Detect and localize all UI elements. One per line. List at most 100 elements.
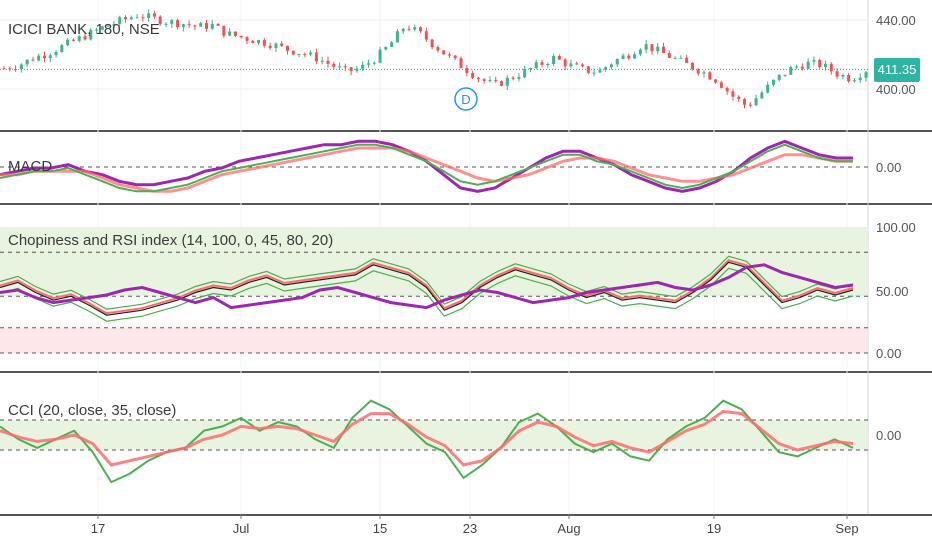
candle-down[interactable]	[123, 17, 127, 20]
candle-down[interactable]	[442, 50, 446, 55]
candle-up[interactable]	[673, 57, 677, 59]
candle-down[interactable]	[14, 69, 18, 71]
candle-down[interactable]	[725, 87, 729, 92]
candle-up[interactable]	[320, 60, 324, 62]
candle-up[interactable]	[546, 64, 550, 66]
candle-up[interactable]	[824, 63, 828, 67]
candle-down[interactable]	[511, 77, 515, 79]
candle-down[interactable]	[251, 40, 255, 43]
candle-down[interactable]	[743, 98, 747, 105]
candle-up[interactable]	[361, 64, 365, 69]
candle-up[interactable]	[777, 74, 781, 80]
candle-up[interactable]	[181, 24, 185, 28]
candle-up[interactable]	[656, 46, 660, 52]
candle-up[interactable]	[257, 40, 261, 43]
candle-down[interactable]	[8, 68, 12, 70]
candle-up[interactable]	[534, 62, 538, 69]
candle-up[interactable]	[147, 13, 151, 18]
candle-down[interactable]	[204, 23, 208, 29]
candle-down[interactable]	[465, 68, 469, 73]
candle-up[interactable]	[488, 80, 492, 82]
macd-series-macd[interactable]	[0, 143, 853, 193]
candle-down[interactable]	[233, 31, 237, 36]
candle-up[interactable]	[66, 39, 70, 46]
candle-up[interactable]	[517, 77, 521, 79]
candle-down[interactable]	[690, 62, 694, 70]
candle-up[interactable]	[633, 54, 637, 59]
candle-down[interactable]	[453, 55, 457, 59]
pane-divider-1[interactable]	[0, 130, 932, 132]
candle-down[interactable]	[650, 44, 654, 52]
candle-down[interactable]	[459, 58, 463, 69]
candle-up[interactable]	[118, 17, 122, 24]
candle-down[interactable]	[280, 43, 284, 46]
candle-down[interactable]	[494, 80, 498, 82]
candle-down[interactable]	[314, 52, 318, 62]
choppiness-line[interactable]	[0, 263, 854, 310]
candle-down[interactable]	[500, 81, 504, 86]
candle-up[interactable]	[309, 52, 313, 55]
candle-down[interactable]	[662, 46, 666, 54]
candle-up[interactable]	[754, 98, 758, 106]
candle-down[interactable]	[187, 24, 191, 26]
candle-down[interactable]	[430, 39, 434, 48]
candle-down[interactable]	[667, 53, 671, 58]
candle-up[interactable]	[372, 62, 376, 64]
candle-down[interactable]	[581, 64, 585, 67]
candle-down[interactable]	[829, 63, 833, 72]
candle-up[interactable]	[170, 20, 174, 24]
candle-up[interactable]	[129, 17, 133, 20]
candle-up[interactable]	[378, 49, 382, 63]
candle-up[interactable]	[598, 69, 602, 73]
candle-down[interactable]	[158, 16, 162, 25]
candle-down[interactable]	[176, 20, 180, 28]
candle-down[interactable]	[262, 40, 266, 46]
candle-down[interactable]	[783, 74, 787, 76]
candle-down[interactable]	[83, 36, 87, 40]
candle-down[interactable]	[476, 77, 480, 80]
candle-up[interactable]	[390, 42, 394, 47]
candle-up[interactable]	[366, 63, 370, 65]
candle-up[interactable]	[621, 55, 625, 59]
candle-down[interactable]	[586, 66, 590, 73]
cci-legend[interactable]: CCI (20, close, 35, close)	[8, 402, 177, 419]
candle-up[interactable]	[25, 59, 29, 65]
candle-up[interactable]	[77, 36, 81, 41]
dividend-marker[interactable]	[454, 87, 478, 111]
chop-rsi-legend[interactable]: Chopiness and RSI index (14, 100, 0, 45,…	[8, 232, 334, 249]
candle-down[interactable]	[708, 72, 712, 80]
candle-down[interactable]	[31, 59, 35, 61]
candle-up[interactable]	[592, 72, 596, 74]
candle-up[interactable]	[806, 61, 810, 69]
candle-down[interactable]	[731, 91, 735, 97]
candle-up[interactable]	[523, 69, 527, 78]
candle-down[interactable]	[800, 66, 804, 69]
candle-up[interactable]	[852, 80, 856, 82]
candle-down[interactable]	[557, 55, 561, 60]
candle-down[interactable]	[419, 27, 423, 32]
candle-down[interactable]	[291, 50, 295, 55]
cci-20-line[interactable]	[0, 399, 854, 484]
candle-down[interactable]	[847, 74, 851, 82]
candle-down[interactable]	[326, 60, 330, 64]
candle-up[interactable]	[48, 55, 52, 59]
candle-down[interactable]	[285, 45, 289, 51]
candle-down[interactable]	[575, 63, 579, 65]
candle-up[interactable]	[135, 17, 139, 19]
candle-up[interactable]	[274, 43, 278, 49]
candle-up[interactable]	[112, 23, 116, 26]
candle-up[interactable]	[552, 55, 556, 65]
symbol-title[interactable]: ICICI BANK, 180, NSE	[8, 21, 160, 38]
candle-down[interactable]	[540, 62, 544, 65]
candle-down[interactable]	[245, 37, 249, 41]
candle-up[interactable]	[338, 66, 342, 68]
candle-up[interactable]	[60, 45, 64, 52]
candle-down[interactable]	[563, 59, 567, 67]
candle-up[interactable]	[106, 25, 110, 27]
candle-up[interactable]	[771, 79, 775, 85]
candle-up[interactable]	[505, 77, 509, 86]
candle-down[interactable]	[141, 17, 145, 19]
candle-up[interactable]	[841, 74, 845, 77]
cci-35-line[interactable]	[0, 409, 854, 467]
candle-up[interactable]	[679, 57, 683, 59]
